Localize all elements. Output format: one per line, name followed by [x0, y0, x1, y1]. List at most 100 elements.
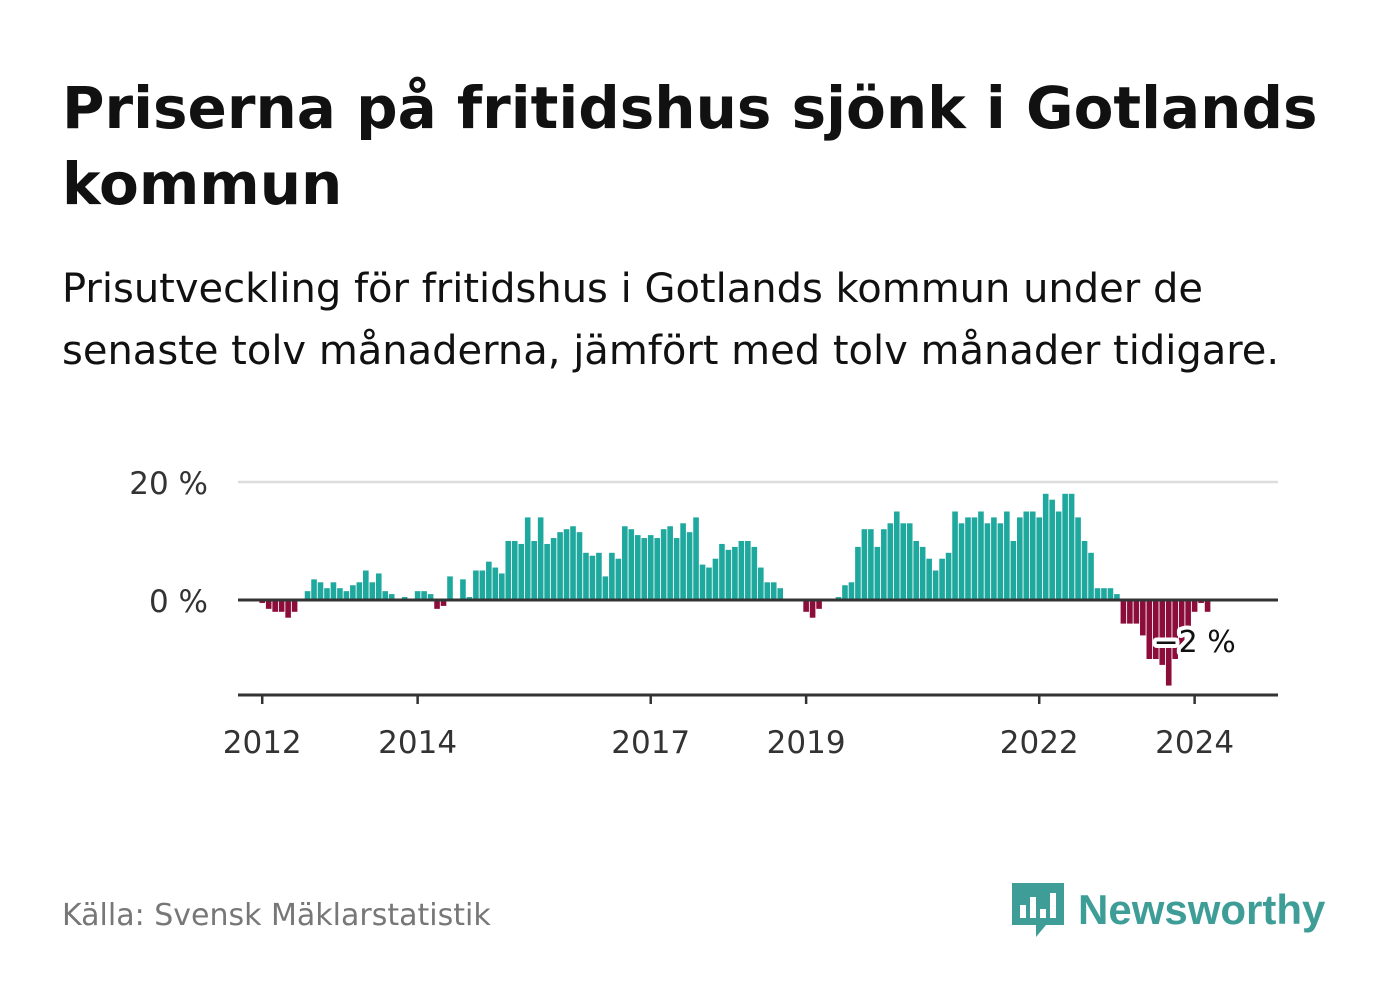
- bar: [926, 558, 932, 600]
- bar: [855, 546, 861, 600]
- bar: [978, 511, 984, 600]
- newsworthy-logo-icon: [1012, 883, 1064, 937]
- axes: [238, 598, 1278, 704]
- bar: [479, 570, 486, 600]
- newsworthy-logo[interactable]: Newsworthy: [1010, 878, 1325, 942]
- bar: [686, 532, 693, 600]
- bar: [1010, 541, 1017, 600]
- x-tick-label: 2019: [767, 725, 846, 761]
- bar: [1029, 511, 1036, 600]
- bar: [1133, 600, 1140, 624]
- bar: [868, 529, 874, 600]
- bar: [628, 529, 635, 600]
- bar: [712, 558, 719, 600]
- bar: [272, 600, 278, 612]
- bar: [350, 585, 356, 600]
- bar: [809, 600, 816, 618]
- bar: [622, 526, 628, 600]
- bar: [764, 582, 771, 600]
- bar: [609, 552, 615, 600]
- bar: [576, 532, 583, 600]
- bar: [932, 570, 939, 600]
- bar: [900, 523, 907, 600]
- bar: [291, 600, 298, 612]
- bar: [751, 546, 758, 600]
- bar: [1023, 511, 1030, 600]
- bar: [803, 600, 809, 612]
- bar: [1068, 493, 1075, 600]
- chart-subtitle: Prisutveckling för fritidshus i Gotlands…: [62, 266, 1280, 374]
- bar: [311, 579, 317, 600]
- labels: 20 % 0 % 2012 2014 2017 2019 2022 2024 −2 %: [129, 466, 1240, 761]
- bar: [505, 541, 512, 600]
- bar: [881, 529, 887, 600]
- bar: [434, 600, 440, 609]
- bar: [958, 523, 965, 600]
- x-tick-label: 2017: [611, 725, 690, 761]
- bar: [1152, 600, 1159, 659]
- x-tick-label: 2014: [378, 725, 457, 761]
- bar: [1191, 600, 1198, 612]
- bar: [984, 523, 991, 600]
- bar: [1094, 588, 1101, 600]
- bar: [531, 541, 537, 600]
- bar: [414, 591, 421, 600]
- bar: [1088, 552, 1094, 600]
- bar: [1172, 600, 1178, 659]
- bar: [537, 517, 544, 600]
- bar: [673, 538, 680, 600]
- bar: [317, 582, 324, 600]
- chart-title: Priserna på fritidshus sjönk i Gotlands …: [62, 74, 1318, 218]
- bar: [1114, 594, 1120, 600]
- bar: [887, 523, 894, 600]
- y-tick-label: 0 %: [149, 584, 208, 620]
- bar: [842, 585, 848, 600]
- bar: [1204, 600, 1211, 612]
- bar: [1055, 511, 1062, 600]
- bar: [634, 535, 641, 600]
- annotation-label: −2 %: [1153, 625, 1235, 660]
- bar: [1017, 517, 1023, 600]
- bar: [589, 555, 596, 600]
- bar: [563, 529, 570, 600]
- bar: [337, 588, 343, 600]
- bar: [997, 523, 1004, 600]
- bar: [1146, 600, 1153, 659]
- bar: [952, 511, 958, 600]
- bar: [278, 600, 285, 612]
- source-note: Källa: Svensk Mäklarstatistik: [62, 898, 491, 933]
- bar: [991, 517, 997, 600]
- bar: [583, 552, 589, 600]
- bar: [615, 558, 622, 600]
- bar: [511, 541, 518, 600]
- bar: [330, 582, 337, 600]
- bar: [893, 511, 900, 600]
- bar: [660, 529, 667, 600]
- bar: [758, 567, 764, 600]
- bar: [738, 541, 745, 600]
- y-tick-label: 20 %: [129, 466, 208, 502]
- bar: [861, 529, 868, 600]
- bar: [1107, 588, 1114, 600]
- x-tick-label: 2024: [1155, 725, 1234, 761]
- bar: [1062, 493, 1068, 600]
- bar: [304, 591, 311, 600]
- bar: [499, 573, 505, 600]
- bar: [356, 582, 363, 600]
- bar: [363, 570, 369, 600]
- bar: [492, 567, 499, 600]
- bar: [324, 588, 330, 600]
- bar: [382, 591, 389, 600]
- bar: [1127, 600, 1133, 624]
- bar: [680, 523, 686, 600]
- bar: [1140, 600, 1146, 636]
- bar: [939, 558, 945, 600]
- bar: [1101, 588, 1107, 600]
- bar: [848, 582, 855, 600]
- bar: [486, 561, 492, 600]
- bar: [706, 567, 712, 600]
- bar: [1042, 493, 1049, 600]
- bar: [1120, 600, 1127, 624]
- bar: [971, 517, 978, 600]
- bar: [725, 549, 732, 600]
